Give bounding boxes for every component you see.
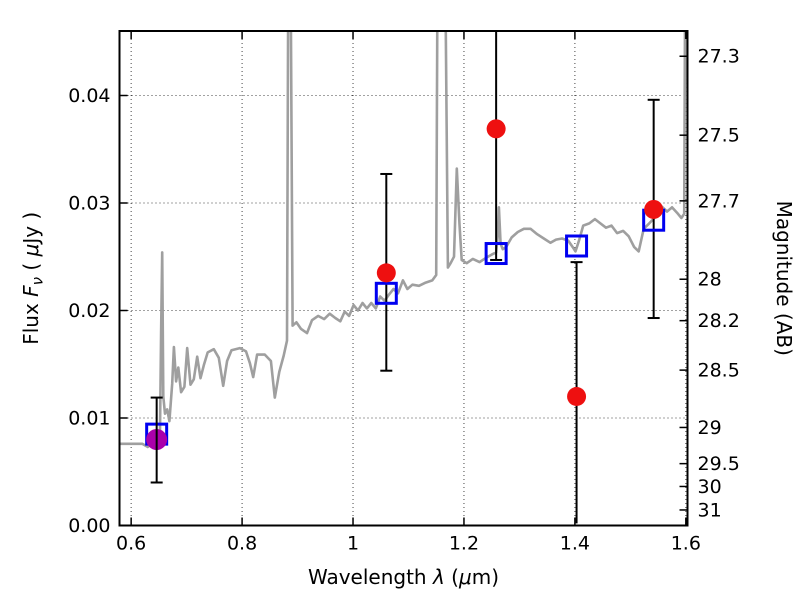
x-tick-label: 1.2 bbox=[449, 533, 479, 555]
observed-point-1.542um bbox=[644, 199, 664, 219]
y-tick-label: 0.02 bbox=[68, 300, 110, 322]
y-tick-label: 0.03 bbox=[68, 193, 110, 215]
observed-point-1.06um bbox=[376, 263, 396, 283]
y2-tick-label: 30 bbox=[698, 476, 722, 498]
y2-tick-label: 27.7 bbox=[698, 190, 740, 212]
spectrum-line bbox=[119, 31, 688, 449]
y-axis-label: Flux Fν​ ( μJy ) bbox=[19, 212, 47, 345]
x-tick-label: 1.4 bbox=[560, 533, 590, 555]
y-tick-label: 0.00 bbox=[68, 515, 110, 537]
x-tick-label: 1.6 bbox=[671, 533, 701, 555]
y2-tick-label: 28.2 bbox=[698, 310, 740, 332]
y-tick-label: 0.04 bbox=[68, 85, 110, 107]
model-point-1.06um bbox=[374, 281, 398, 305]
y2-tick-label: 28 bbox=[698, 269, 722, 291]
observed-point-1.403um bbox=[567, 387, 587, 406]
x-tick-label: 0.8 bbox=[227, 533, 257, 555]
axis-ticks bbox=[119, 31, 688, 527]
y2-tick-label: 31 bbox=[698, 499, 722, 521]
y-tick-label: 0.01 bbox=[68, 408, 110, 430]
plot-area bbox=[119, 31, 688, 524]
plot-border bbox=[118, 30, 689, 527]
model-point-1.258um bbox=[484, 242, 508, 266]
y2-axis-label: Magnitude (AB) bbox=[772, 201, 796, 356]
errorbar-1.258um bbox=[490, 31, 503, 261]
y2-tick-label: 29.5 bbox=[698, 453, 740, 475]
y2-tick-label: 29 bbox=[698, 417, 722, 439]
x-tick-label: 0.6 bbox=[116, 533, 146, 555]
model-point-1.403um bbox=[565, 234, 589, 258]
observed-point-1.258um bbox=[486, 119, 506, 139]
x-tick-label: 1 bbox=[347, 533, 359, 555]
y2-tick-label: 27.3 bbox=[698, 46, 740, 68]
errorbar-0.646um bbox=[150, 396, 163, 484]
y2-tick-label: 27.5 bbox=[698, 125, 740, 147]
y2-tick-label: 28.5 bbox=[698, 360, 740, 382]
x-axis-label: Wavelength λ (μm) bbox=[308, 565, 499, 589]
